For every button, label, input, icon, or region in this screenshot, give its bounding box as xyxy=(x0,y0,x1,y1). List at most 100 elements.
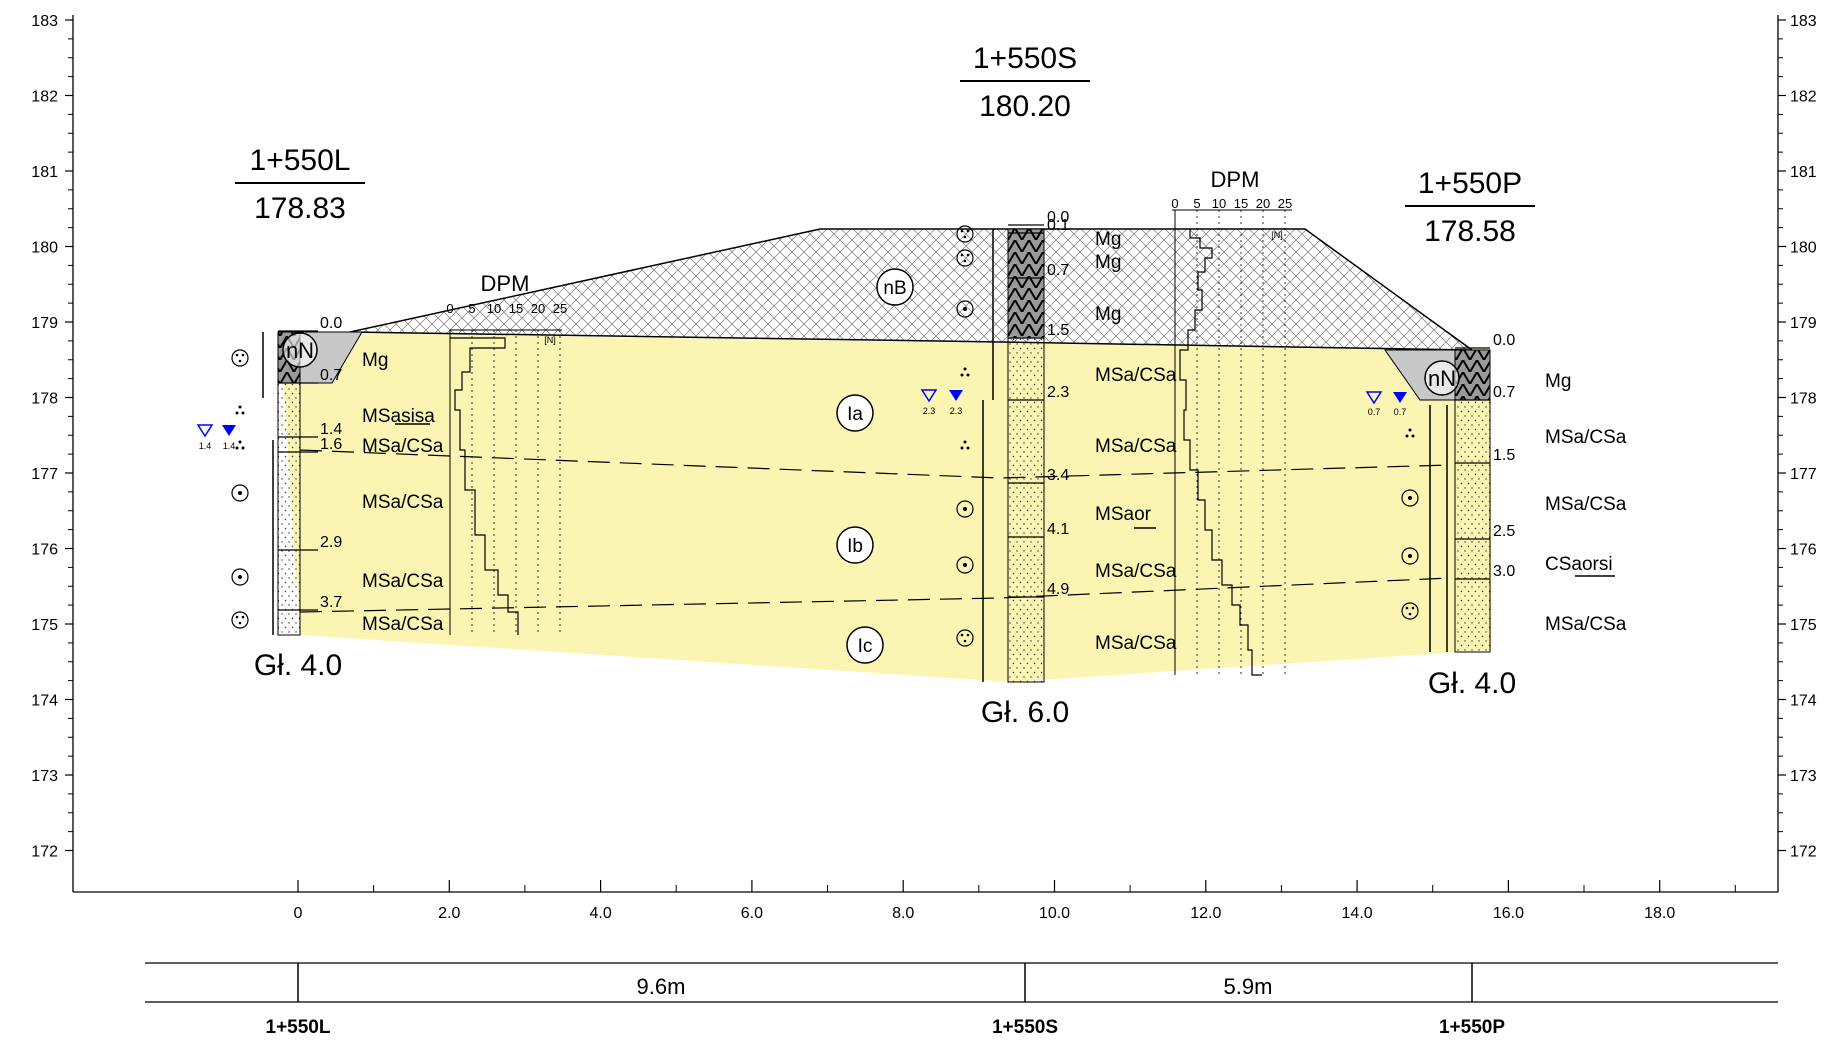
dpm-scale-label: 25 xyxy=(1278,196,1292,211)
dpm-scale-label: 25 xyxy=(553,301,567,316)
layer-tag-nN-left: nN xyxy=(282,332,318,368)
elevation-tick-label: 182 xyxy=(31,89,58,106)
svg-text:nN: nN xyxy=(286,338,314,363)
depth-mark-label: 4.1 xyxy=(1047,521,1069,538)
depth-mark-label: 1.6 xyxy=(320,436,342,453)
soil-label: MSa/CSa xyxy=(362,436,444,457)
elevation-tick-label: 181 xyxy=(1790,164,1817,181)
dpm-scale-label: 5 xyxy=(468,301,475,316)
boundary-ia-ib xyxy=(299,449,1451,479)
layer-tag-nN-right: nN xyxy=(1424,360,1460,396)
depth-mark-label: 3.7 xyxy=(320,594,342,611)
elevation-tick-label: 179 xyxy=(31,315,58,332)
layer-tag-ib: Ib xyxy=(836,526,874,564)
borehole-center-elevation: 180.20 xyxy=(979,90,1071,123)
elevation-tick-label: 176 xyxy=(1790,542,1817,559)
borehole-left-elevation: 178.83 xyxy=(254,192,346,225)
distance-tick-label: 0 xyxy=(294,905,303,922)
dpm-scale-label: 20 xyxy=(531,301,545,316)
dpm-scale-label: 15 xyxy=(509,301,523,316)
svg-text:0.7: 0.7 xyxy=(1368,407,1381,417)
elevation-tick-label: 172 xyxy=(31,844,58,861)
spacing-left-center: 9.6m xyxy=(637,974,686,999)
header-left: 1+550L 178.83 xyxy=(235,144,365,225)
elevation-tick-label: 182 xyxy=(1790,89,1817,106)
soil-label: MSa/CSa xyxy=(1095,365,1177,386)
borehole-right-depth: Gł. 4.0 xyxy=(1428,667,1516,700)
depth-mark-label: 0.1 xyxy=(1047,217,1069,234)
svg-text:Ia: Ia xyxy=(847,404,863,425)
elevation-tick-label: 177 xyxy=(31,466,58,483)
dpm-scale-label: 10 xyxy=(487,301,501,316)
depth-mark-label: 1.5 xyxy=(1493,447,1515,464)
layer-tag-ic: Ic xyxy=(846,626,884,664)
depth-mark-label: 1.4 xyxy=(320,421,342,438)
distance-tick-label: 18.0 xyxy=(1644,905,1675,922)
dpm-chart-left xyxy=(449,329,562,635)
dpm-center-unit: [N] xyxy=(1271,230,1283,240)
depth-mark-label: 4.9 xyxy=(1047,581,1069,598)
water-level-right: 0.7 0.7 xyxy=(1365,391,1407,417)
depth-mark-label: 3.0 xyxy=(1493,563,1515,580)
soil-label: Mg xyxy=(1095,252,1121,273)
depth-mark-label: 3.4 xyxy=(1047,467,1069,484)
distance-tick-label: 12.0 xyxy=(1190,905,1221,922)
station-right-label: 1+550P xyxy=(1439,1017,1505,1038)
header-right: 1+550P 178.58 xyxy=(1405,167,1535,248)
station-center-label: 1+550S xyxy=(992,1017,1058,1038)
elevation-tick-label: 178 xyxy=(31,391,58,408)
depth-mark-label: 0.0 xyxy=(1493,332,1515,349)
elevation-tick-label: 174 xyxy=(1790,693,1817,710)
soil-label: MSa/CSa xyxy=(1545,494,1627,515)
elevation-tick-label: 177 xyxy=(1790,466,1817,483)
depth-mark-label: 0.7 xyxy=(1493,384,1515,401)
soil-label: Mg xyxy=(1095,229,1121,250)
water-level-center: 2.3 2.3 xyxy=(920,389,963,416)
distance-tick-label: 4.0 xyxy=(589,905,611,922)
soil-body xyxy=(280,332,1492,682)
soil-label: Mg xyxy=(362,350,388,371)
svg-text:1.4: 1.4 xyxy=(199,441,212,451)
svg-text:Ic: Ic xyxy=(858,636,873,657)
elevation-tick-label: 181 xyxy=(31,164,58,181)
elevation-tick-label: 175 xyxy=(1790,617,1817,634)
soil-label: CSaorsi xyxy=(1545,554,1613,575)
dpm-scale-label: 0 xyxy=(446,301,453,316)
borehole-right-elevation: 178.58 xyxy=(1424,215,1516,248)
distance-tick-label: 10.0 xyxy=(1039,905,1070,922)
distance-tick-label: 2.0 xyxy=(438,905,460,922)
svg-text:Ib: Ib xyxy=(847,536,863,557)
soil-label: MSa/CSa xyxy=(362,614,444,635)
elevation-tick-label: 178 xyxy=(1790,391,1817,408)
elevation-tick-label: 173 xyxy=(31,768,58,785)
svg-text:nB: nB xyxy=(883,278,906,299)
soil-label: MSa/CSa xyxy=(362,571,444,592)
soil-label: MSa/CSa xyxy=(1095,561,1177,582)
boundary-ib-ic xyxy=(299,577,1451,613)
dpm-left-unit: [N] xyxy=(544,335,556,345)
dpm-scale-label: 10 xyxy=(1212,196,1226,211)
depth-mark-label: 0.7 xyxy=(1047,262,1069,279)
depth-mark-label: 1.5 xyxy=(1047,322,1069,339)
elevation-tick-label: 183 xyxy=(31,13,58,30)
header-center: 1+550S 180.20 xyxy=(960,42,1090,123)
borehole-center-name: 1+550S xyxy=(973,42,1077,75)
elevation-tick-label: 180 xyxy=(1790,240,1817,257)
elevation-tick-label: 176 xyxy=(31,542,58,559)
dpm-scale-label: 20 xyxy=(1256,196,1270,211)
moisture-symbols xyxy=(231,225,1419,647)
station-left-label: 1+550L xyxy=(266,1017,331,1038)
spacing-center-right: 5.9m xyxy=(1224,974,1273,999)
svg-text:nN: nN xyxy=(1428,366,1456,391)
borehole-left-depth: Gł. 4.0 xyxy=(254,649,342,682)
elevation-tick-label: 183 xyxy=(1790,13,1817,30)
svg-text:2.3: 2.3 xyxy=(950,406,963,416)
distance-tick-label: 8.0 xyxy=(892,905,914,922)
depth-mark-label: 0.0 xyxy=(1047,209,1069,226)
dpm-center-title: DPM xyxy=(1211,167,1260,192)
elevation-tick-label: 175 xyxy=(31,617,58,634)
borehole-right-name: 1+550P xyxy=(1418,167,1522,200)
soil-label: MSa/CSa xyxy=(1095,633,1177,654)
